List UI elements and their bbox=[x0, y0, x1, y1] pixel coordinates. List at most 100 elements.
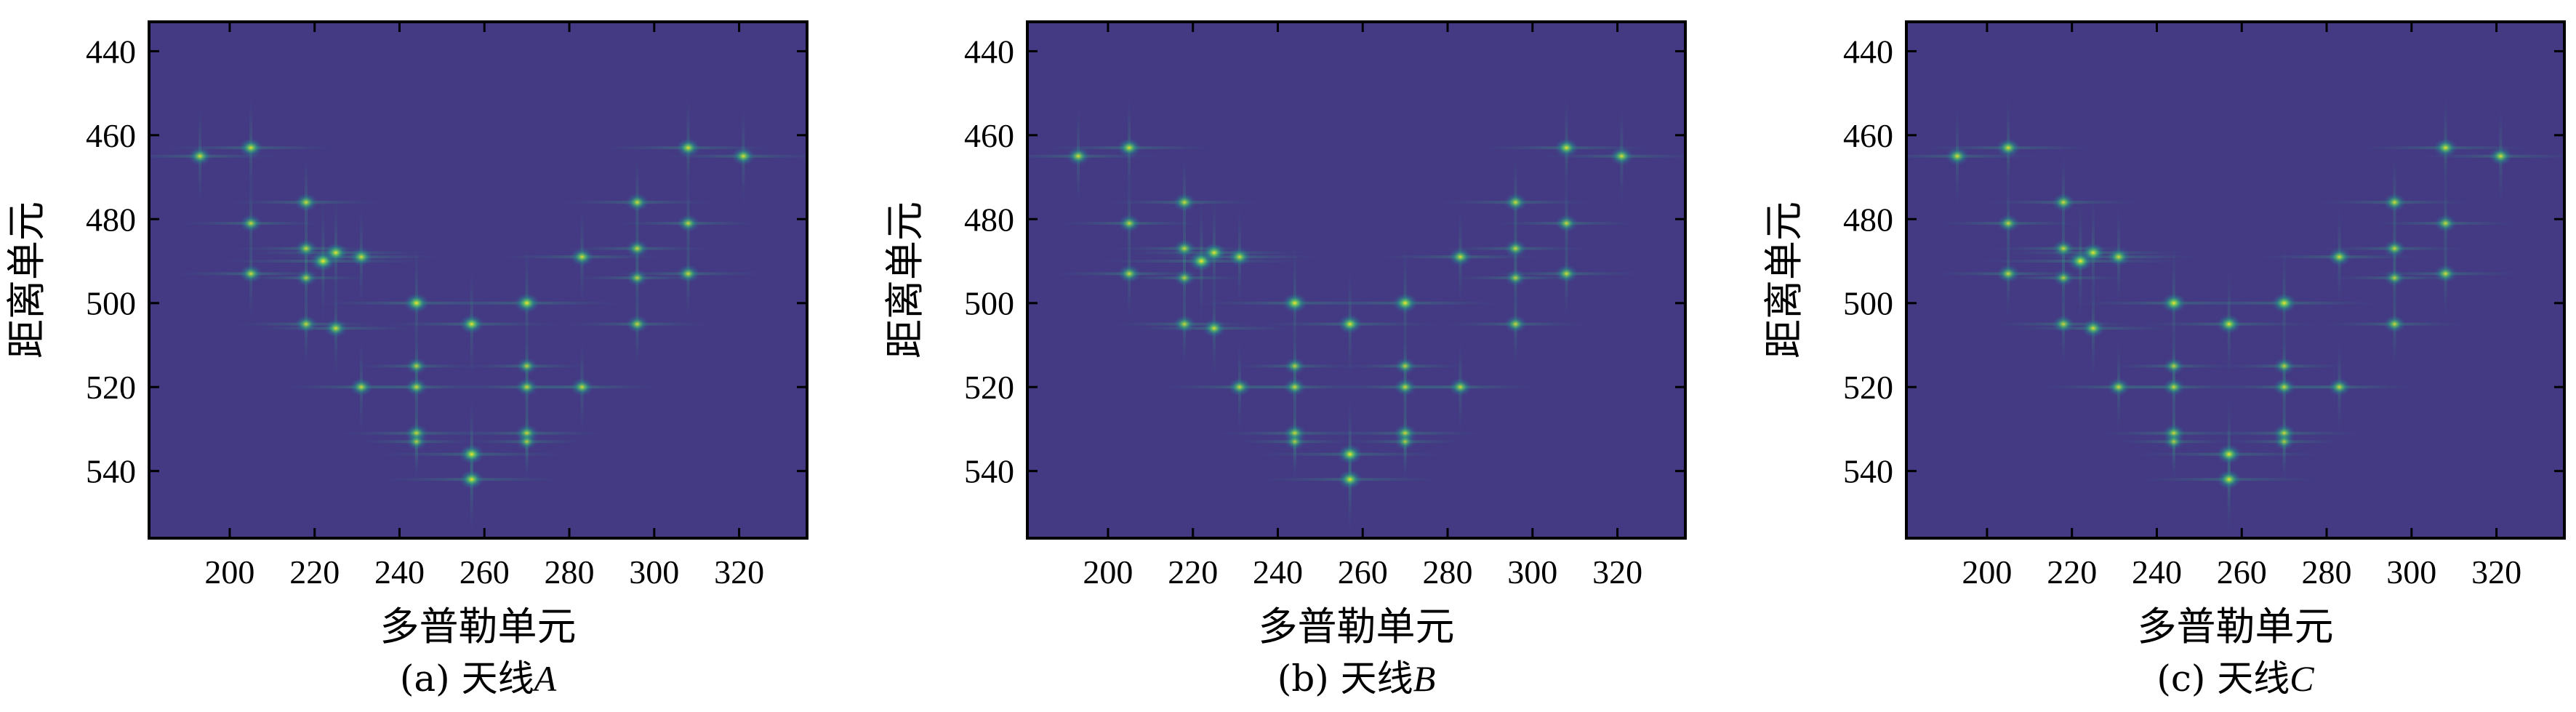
y-tick-label: 540 bbox=[1843, 453, 1893, 490]
x-tick-label: 320 bbox=[1592, 553, 1642, 591]
scatterer-point-13 bbox=[1504, 239, 1528, 258]
scatterer-point-27 bbox=[2162, 377, 2186, 396]
x-tick-label: 260 bbox=[1338, 553, 1388, 591]
x-tick-label: 200 bbox=[1083, 553, 1133, 591]
scatterer-point-14 bbox=[1117, 264, 1141, 284]
heatmap-panel-1: 200 220 240 260 280 300 320 440 460 480 500 520 540 多… bbox=[4, 20, 808, 700]
x-tick-label: 320 bbox=[2471, 553, 2521, 591]
scatterer-point-22 bbox=[2081, 319, 2106, 338]
scatterer-point-11 bbox=[2106, 247, 2131, 267]
x-tick-label: 300 bbox=[2386, 553, 2436, 591]
y-tick-label: 480 bbox=[964, 201, 1014, 238]
y-tick-label: 440 bbox=[964, 33, 1014, 70]
scatterer-point-12 bbox=[569, 247, 595, 267]
scatterer-point-15 bbox=[2052, 268, 2075, 287]
scatterer-point-19 bbox=[513, 292, 540, 313]
scatterer-point-17 bbox=[676, 264, 700, 284]
scatterer-point-7 bbox=[2433, 214, 2457, 233]
scatterer-point-3 bbox=[731, 146, 756, 166]
x-tick-label: 240 bbox=[2132, 553, 2182, 591]
y-tick-label: 480 bbox=[1843, 201, 1893, 238]
scatterer-point-3 bbox=[2488, 146, 2513, 166]
scatterer-point-32 bbox=[2216, 444, 2242, 465]
x-tick-label: 220 bbox=[2047, 553, 2097, 591]
x-tick-label: 280 bbox=[545, 553, 595, 591]
scatterer-point-24 bbox=[2162, 357, 2186, 375]
x-tick-label: 280 bbox=[1423, 553, 1473, 591]
panel-caption: (b) 天线B bbox=[1277, 657, 1435, 700]
caption-antenna: A bbox=[532, 658, 557, 699]
scatterer-point-29 bbox=[1448, 377, 1472, 397]
x-tick-label: 300 bbox=[629, 553, 679, 591]
scatterer-point-34 bbox=[1394, 433, 1416, 451]
scatterer-point-27 bbox=[1283, 377, 1307, 396]
scatterer-point-4 bbox=[1118, 214, 1141, 233]
x-axis-label: 多普勒单元 bbox=[380, 604, 577, 649]
scatterer-point-7 bbox=[1554, 214, 1578, 233]
plot-frame bbox=[1905, 20, 2566, 540]
scatterer-point-34 bbox=[515, 433, 538, 451]
scatterer-point-19 bbox=[1392, 292, 1419, 313]
scatterer-point-12 bbox=[1448, 247, 1473, 267]
plot-frame bbox=[1026, 20, 1687, 540]
scatterer-point-16 bbox=[626, 268, 649, 287]
scatterer-point-6 bbox=[2383, 193, 2407, 212]
caption-prefix: (a) 天线 bbox=[400, 657, 534, 700]
scatterer-point-21 bbox=[294, 314, 318, 334]
x-tick-label: 260 bbox=[2217, 553, 2267, 591]
y-axis-label: 距离单元 bbox=[4, 201, 49, 359]
caption-prefix: (c) 天线 bbox=[2156, 657, 2290, 700]
y-tick-label: 480 bbox=[86, 201, 136, 238]
y-tick-label: 540 bbox=[964, 453, 1014, 490]
scatterer-point-21 bbox=[1173, 314, 1196, 334]
sidelobe-h-0 bbox=[149, 154, 288, 158]
x-tick-label: 300 bbox=[1507, 553, 1557, 591]
scatterer-point-16 bbox=[1504, 268, 1527, 287]
y-tick-label: 540 bbox=[86, 453, 136, 490]
scatterer-layer bbox=[1027, 92, 1685, 538]
x-tick-label: 260 bbox=[460, 553, 510, 591]
panel-caption: (c) 天线C bbox=[2156, 657, 2314, 700]
x-tick-label: 200 bbox=[204, 553, 254, 591]
scatterer-point-1 bbox=[1117, 137, 1142, 158]
y-tick-label: 520 bbox=[86, 369, 136, 406]
x-tick-label: 220 bbox=[289, 553, 340, 591]
scatterer-point-23 bbox=[2383, 314, 2407, 334]
scatterer-point-13 bbox=[625, 239, 649, 258]
scatterer-point-5 bbox=[2051, 193, 2076, 212]
scatterer-point-25 bbox=[1394, 357, 1416, 375]
scatterer-point-11 bbox=[1227, 247, 1252, 267]
scatterer-point-15 bbox=[1173, 268, 1196, 287]
scatterer-point-35 bbox=[2216, 469, 2242, 490]
scatterer-point-3 bbox=[1609, 146, 1634, 166]
y-axis-label: 距离单元 bbox=[1761, 201, 1807, 359]
scatterer-point-4 bbox=[239, 214, 263, 233]
scatterer-point-1 bbox=[1996, 137, 2021, 158]
scatterer-point-0 bbox=[1066, 146, 1091, 166]
scatterer-point-6 bbox=[625, 193, 649, 212]
scatterer-point-8 bbox=[294, 239, 318, 258]
scatterer-point-20 bbox=[2216, 313, 2242, 335]
scatterer-point-1 bbox=[238, 137, 264, 158]
y-tick-label: 500 bbox=[964, 285, 1014, 322]
y-tick-label: 520 bbox=[964, 369, 1014, 406]
scatterer-point-2 bbox=[675, 137, 701, 158]
caption-antenna: C bbox=[2290, 658, 2314, 699]
scatterer-point-27 bbox=[404, 377, 428, 396]
scatterer-point-28 bbox=[1393, 377, 1417, 396]
scatterer-point-20 bbox=[459, 313, 485, 335]
scatterer-point-12 bbox=[2327, 247, 2352, 267]
scatterer-point-14 bbox=[238, 264, 263, 284]
scatterer-point-0 bbox=[188, 146, 212, 166]
scatterer-point-8 bbox=[1173, 239, 1196, 258]
scatterer-point-5 bbox=[1172, 193, 1197, 212]
y-tick-label: 460 bbox=[964, 117, 1014, 154]
scatterer-point-6 bbox=[1504, 193, 1528, 212]
y-tick-label: 460 bbox=[1843, 117, 1893, 154]
scatterer-point-8 bbox=[2052, 239, 2075, 258]
scatterer-point-33 bbox=[405, 433, 428, 451]
scatterer-point-10 bbox=[1201, 242, 1227, 263]
scatterer-point-23 bbox=[1504, 314, 1528, 334]
scatterer-point-11 bbox=[349, 247, 374, 267]
scatterer-point-28 bbox=[2272, 377, 2296, 396]
